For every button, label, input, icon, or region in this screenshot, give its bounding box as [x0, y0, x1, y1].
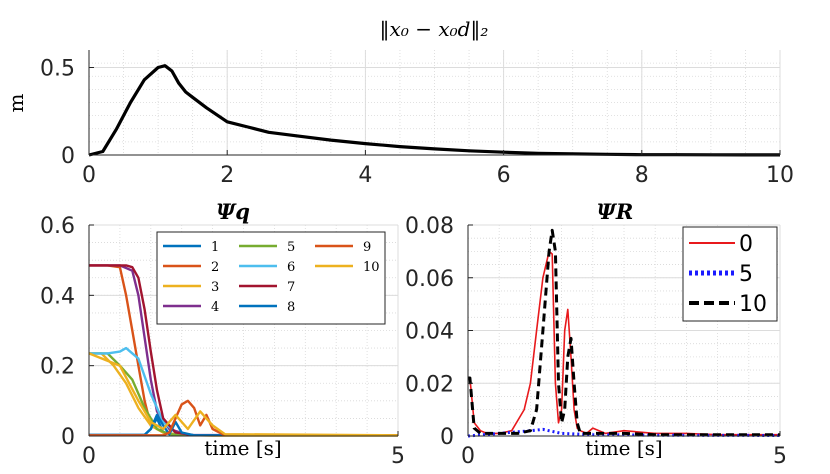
legend: 1 2 3 4 5 6 7 8 9 10: [156, 231, 386, 325]
y-tick-label: 0.4: [40, 284, 75, 309]
chart-1: 0 5 0 0.2 0.4 0.6 Ψq time [s] 1 2 3 4 5 6 7 8 9 10: [40, 199, 405, 469]
legend-label-7: 7: [287, 280, 295, 295]
y-tick-label: 0.04: [405, 320, 454, 345]
legend-label-5: 5: [287, 240, 295, 255]
legend-label-3: 3: [211, 280, 219, 295]
y-tick-label: 0.02: [405, 372, 454, 397]
x-tick-label: 0: [461, 444, 475, 469]
legend: 0 5 10: [682, 226, 778, 322]
y-tick-label: 0: [61, 144, 75, 169]
x-tick-label: 6: [497, 163, 511, 188]
x-tick-label: 0: [82, 444, 96, 469]
chart-title: ΨR: [597, 199, 634, 224]
chart-title: ‖x₀ − x₀d‖₂: [380, 17, 489, 42]
legend-label-4: 4: [211, 300, 219, 315]
x-tick-label: 5: [391, 444, 405, 469]
legend-label-0: 0: [739, 232, 753, 257]
legend-label-8: 8: [287, 300, 295, 315]
legend-label-2: 2: [211, 260, 219, 275]
x-tick-label: 10: [766, 163, 794, 188]
series-line-9: [89, 399, 398, 437]
x-axis-label: time [s]: [585, 436, 662, 460]
legend-box: [156, 231, 386, 325]
y-tick-label: 0.08: [405, 214, 454, 239]
series-line-6: [89, 346, 398, 437]
series-line-10: [88, 352, 399, 437]
chart-0: 0 2 4 6 8 10 0 0.5 ‖x₀ − x₀d‖₂ m: [4, 17, 794, 188]
legend-label-1: 1: [211, 240, 219, 255]
x-tick-label: 5: [773, 444, 787, 469]
series-line-‖x₀ − x₀d‖₂: [88, 64, 780, 157]
legend-label-9: 9: [363, 240, 371, 255]
y-axis-label: m: [4, 93, 28, 112]
x-tick-label: 0: [82, 163, 96, 188]
legend-label-10: 10: [363, 260, 380, 275]
y-tick-label: 0.06: [405, 267, 454, 292]
x-tick-label: 8: [635, 163, 649, 188]
y-tick-label: 0.6: [40, 214, 75, 239]
legend-label-10: 10: [739, 292, 767, 317]
y-tick-label: 0: [440, 425, 454, 450]
chart-title: Ψq: [216, 199, 250, 224]
series-line-10: [468, 228, 780, 437]
y-tick-label: 0.2: [40, 355, 75, 380]
y-tick-label: 0.5: [40, 57, 75, 82]
x-tick-label: 4: [358, 163, 372, 188]
legend-label-5: 5: [739, 262, 753, 287]
series-line-8: [89, 413, 398, 437]
legend-label-6: 6: [287, 260, 295, 275]
chart-2: 0 5 0 0.02 0.04 0.06 0.08 ΨR time [s] 0 5 10: [405, 199, 787, 469]
x-axis-label: time [s]: [204, 436, 281, 460]
y-tick-label: 0: [61, 425, 75, 450]
series-line-5: [89, 352, 398, 437]
x-tick-label: 2: [220, 163, 234, 188]
